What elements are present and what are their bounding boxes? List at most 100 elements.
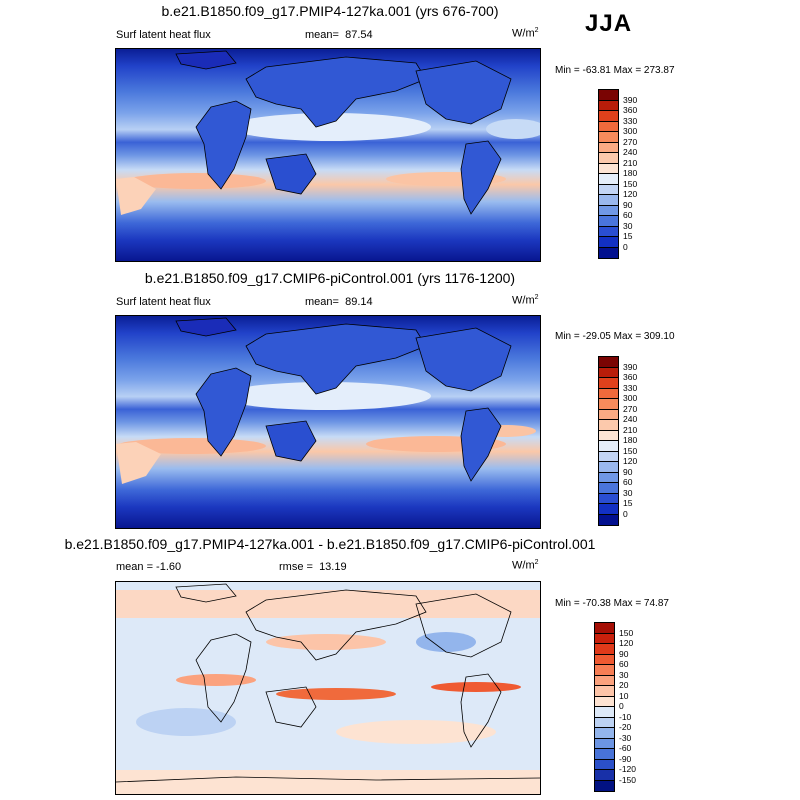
panel2-variable-label: Surf latent heat flux <box>116 296 211 308</box>
colorbar-tick-label: 30 <box>623 220 633 231</box>
colorbar-tick-label: -60 <box>619 743 632 753</box>
colorbar-cell <box>595 707 614 718</box>
colorbar-cell <box>595 728 614 739</box>
colorbar-cell <box>595 780 614 791</box>
colorbar-tick-label: 210 <box>623 424 638 435</box>
colorbar-tick-label: 240 <box>623 414 638 424</box>
colorbar-tick-label: 90 <box>623 466 633 477</box>
colorbar-cell <box>595 749 614 760</box>
colorbar-cell <box>599 399 618 410</box>
colorbar-tick-label: 30 <box>623 487 633 498</box>
colorbar-cell <box>595 759 614 770</box>
colorbar-cell <box>599 205 618 216</box>
colorbar-cell <box>595 675 614 686</box>
colorbar-cell <box>599 132 618 143</box>
panel1-mean: mean= 87.54 <box>305 29 373 41</box>
colorbar-tick-label: 240 <box>623 147 638 157</box>
colorbar-tick-label: 60 <box>619 659 629 669</box>
colorbar-tick-label: 150 <box>623 445 638 456</box>
colorbar-cell <box>599 100 618 111</box>
panel3-field <box>116 582 540 794</box>
colorbar-cell <box>599 226 618 237</box>
colorbar-cell <box>599 174 618 185</box>
season-label: JJA <box>585 10 633 37</box>
colorbar-cell <box>599 504 618 515</box>
colorbar-cell <box>599 462 618 473</box>
colorbar-cell <box>595 717 614 728</box>
colorbar-cell <box>599 216 618 227</box>
colorbar-tick-label: 150 <box>619 627 634 638</box>
panel2-min-max: Min = -29.05 Max = 309.10 <box>555 331 675 342</box>
colorbar-tick-label: 390 <box>623 361 638 372</box>
panel1-units: W/m2 <box>512 27 539 40</box>
colorbar-tick-label: 0 <box>623 508 628 519</box>
colorbar-cell <box>595 665 614 676</box>
panel3-map <box>115 581 541 795</box>
colorbar-cell <box>599 493 618 504</box>
colorbar-cell <box>599 111 618 122</box>
colorbar-tick-label: 150 <box>623 178 638 189</box>
colorbar-tick-label: -30 <box>619 732 632 743</box>
colorbar-tick-label: 15 <box>623 498 633 508</box>
colorbar-tick-label: -20 <box>619 722 632 732</box>
colorbar-cell <box>595 633 614 644</box>
panel2-title: b.e21.B1850.f09_g17.CMIP6-piControl.001 … <box>144 270 516 286</box>
colorbar-tick-label: 15 <box>623 231 633 241</box>
colorbar-tick-label: 270 <box>623 136 638 147</box>
colorbar-tick-label: 120 <box>623 189 638 199</box>
colorbar-tick-label: -10 <box>619 711 632 722</box>
colorbar-cell <box>595 770 614 781</box>
panel1-field <box>116 49 540 261</box>
colorbar-cell <box>595 738 614 749</box>
colorbar-cell <box>595 654 614 665</box>
colorbar-tick-label: 300 <box>623 393 638 403</box>
colorbar-cell <box>599 451 618 462</box>
colorbar-tick-label: 330 <box>623 115 638 126</box>
panel1-min-max: Min = -63.81 Max = 273.87 <box>555 65 675 76</box>
colorbar-cell <box>599 420 618 431</box>
colorbar-cell <box>599 483 618 494</box>
colorbar-cell <box>599 441 618 452</box>
panel1-map <box>115 48 541 262</box>
colorbar-tick-label: 360 <box>623 105 638 115</box>
colorbar-cell <box>599 237 618 248</box>
colorbar-tick-label: 270 <box>623 403 638 414</box>
colorbar-tick-label: 90 <box>619 648 629 659</box>
colorbar-cell <box>599 142 618 153</box>
colorbar-tick-label: 30 <box>619 669 629 680</box>
colorbar-cell <box>599 409 618 420</box>
colorbar-tick-label: 120 <box>623 456 638 466</box>
colorbar-tick-label: 90 <box>623 199 633 210</box>
panel3-title: b.e21.B1850.f09_g17.PMIP4-127ka.001 - b.… <box>64 536 596 552</box>
colorbar-cell <box>599 247 618 258</box>
colorbar-cell <box>599 163 618 174</box>
panel2-units: W/m2 <box>512 294 539 307</box>
panel2-colorbar <box>598 356 619 526</box>
colorbar-cell <box>599 121 618 132</box>
colorbar-tick-label: 180 <box>623 168 638 178</box>
panel2-mean: mean= 89.14 <box>305 296 373 308</box>
colorbar-cell <box>599 184 618 195</box>
panel1-title: b.e21.B1850.f09_g17.PMIP4-127ka.001 (yrs… <box>161 3 499 19</box>
colorbar-tick-label: 0 <box>619 701 624 711</box>
panel1-colorbar <box>598 89 619 259</box>
colorbar-cell <box>599 514 618 525</box>
colorbar-cell <box>599 195 618 206</box>
panel2-map <box>115 315 541 529</box>
panel2-field <box>116 316 540 528</box>
colorbar-cell <box>599 153 618 164</box>
colorbar-tick-label: -120 <box>619 764 637 774</box>
colorbar-cell <box>595 696 614 707</box>
panel1-variable-label: Surf latent heat flux <box>116 29 211 41</box>
colorbar-tick-label: 330 <box>623 382 638 393</box>
colorbar-cell <box>599 90 618 101</box>
colorbar-tick-label: 10 <box>619 690 629 701</box>
colorbar-tick-label: -150 <box>619 774 637 785</box>
colorbar-tick-label: -90 <box>619 753 632 764</box>
colorbar-cell <box>599 430 618 441</box>
panel3-units: W/m2 <box>512 559 539 572</box>
colorbar-cell <box>595 686 614 697</box>
colorbar-cell <box>599 367 618 378</box>
colorbar-tick-label: 390 <box>623 94 638 105</box>
colorbar-tick-label: 360 <box>623 372 638 382</box>
